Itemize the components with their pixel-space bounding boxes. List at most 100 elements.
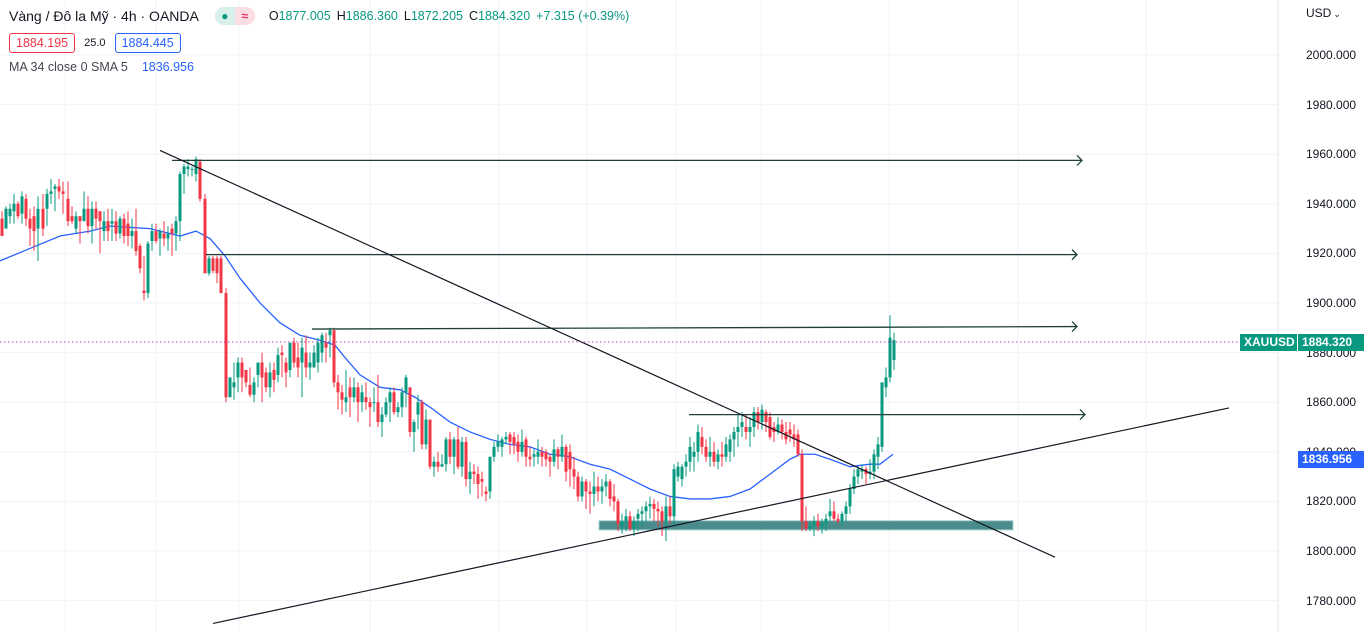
low-label: L [403, 9, 411, 23]
candle-body [792, 434, 796, 440]
candle-body [692, 451, 696, 457]
candle-body [118, 218, 122, 234]
candle-body [86, 208, 90, 227]
candle-body [408, 387, 412, 432]
candle-body [700, 436, 704, 447]
candle-body [676, 466, 680, 477]
close-value: 1884.320 [478, 9, 531, 23]
candle-body [524, 439, 528, 457]
candle-body [844, 506, 848, 514]
candle-body [604, 481, 608, 487]
candle-body [106, 221, 110, 232]
candle-body [61, 191, 65, 194]
candle-body [280, 352, 284, 356]
candle-body [612, 496, 616, 502]
candle-body [540, 451, 544, 457]
candle-body [98, 211, 102, 222]
candle-body [215, 258, 219, 274]
candle-body [284, 362, 288, 373]
candle-body [748, 427, 752, 432]
symbol-title[interactable]: Vàng / Đô la Mỹ · 4h · OANDA [9, 8, 199, 24]
drawing-tools[interactable] [159, 149, 1230, 625]
candle-body [632, 521, 636, 529]
candle-body [416, 402, 420, 415]
candle-body [684, 461, 688, 467]
candle-body [36, 208, 40, 229]
candle-body [130, 231, 134, 237]
candle-body [584, 481, 588, 492]
price-tick-label: 1980.000 [1306, 97, 1357, 112]
horizontal-ray [311, 325, 1078, 330]
candle-body [824, 518, 828, 524]
candle-body [154, 231, 158, 241]
open-value: 1877.005 [278, 9, 331, 23]
candle-body [264, 372, 268, 388]
chart-legend: Vàng / Đô la Mỹ · 4h · OANDA ● ≈ O1877.0… [9, 5, 629, 74]
candle-body [102, 221, 106, 232]
high-value: 1886.360 [345, 9, 398, 23]
arrow-head-icon [1076, 154, 1083, 166]
candle-body [556, 449, 560, 457]
candle-body [736, 427, 740, 432]
candle-body [288, 342, 292, 370]
candle-body [860, 469, 864, 472]
candle-body [396, 407, 400, 413]
candle-body [94, 208, 98, 219]
sell-button[interactable]: 1884.195 [9, 33, 76, 53]
candle-body [320, 335, 324, 353]
candle-body [256, 362, 260, 375]
candle-body [272, 369, 276, 380]
candle-body [292, 342, 296, 363]
candle-body [752, 412, 756, 427]
candlestick-series [0, 156, 896, 542]
candle-body [468, 471, 472, 480]
candle-body [296, 357, 300, 368]
candle-body [812, 521, 816, 527]
candle-body [252, 382, 256, 395]
candle-body [528, 456, 532, 460]
candle-body [332, 330, 336, 383]
candle-body [512, 436, 516, 445]
candle-body [608, 481, 612, 499]
status-pill[interactable]: ● ≈ [214, 7, 255, 25]
candle-body [656, 508, 660, 512]
candle-body [134, 231, 138, 251]
candle-body [170, 228, 174, 234]
candle-body [328, 330, 332, 336]
candle-body [400, 392, 404, 408]
candle-body [480, 479, 484, 482]
candle-body [78, 216, 82, 222]
indicator-label: MA 34 close 0 SMA 5 [9, 60, 128, 74]
candle-body [158, 231, 162, 239]
candle-body [628, 516, 632, 529]
candle-body [764, 412, 768, 423]
open-label: O [268, 9, 279, 23]
candle-body [492, 446, 496, 457]
candle-body [884, 377, 888, 388]
arrow-head-icon [1071, 321, 1078, 333]
candle-body [364, 397, 368, 403]
candle-body [816, 521, 820, 527]
candle-body [768, 417, 772, 437]
candle-body [12, 203, 16, 212]
candle-body [756, 412, 760, 423]
indicator-legend[interactable]: MA 34 close 0 SMA 5 1836.956 [9, 60, 629, 74]
change-value: +7.315 (+0.39%) [536, 9, 630, 23]
candle-body [146, 243, 150, 294]
currency-selector[interactable]: USD ⌄ [1306, 6, 1341, 20]
candle-body [49, 191, 53, 194]
candle-body [336, 382, 340, 393]
candle-body [568, 451, 572, 470]
candle-body [316, 342, 320, 363]
candle-body [800, 454, 804, 522]
candle-body [28, 218, 32, 229]
candle-body [126, 223, 130, 237]
candle-body [620, 521, 624, 527]
buy-button[interactable]: 1884.445 [114, 33, 181, 53]
candle-body [162, 233, 166, 239]
candle-body [840, 513, 844, 522]
candle-body [472, 471, 476, 475]
candle-body [424, 419, 428, 445]
candle-body [138, 245, 142, 269]
